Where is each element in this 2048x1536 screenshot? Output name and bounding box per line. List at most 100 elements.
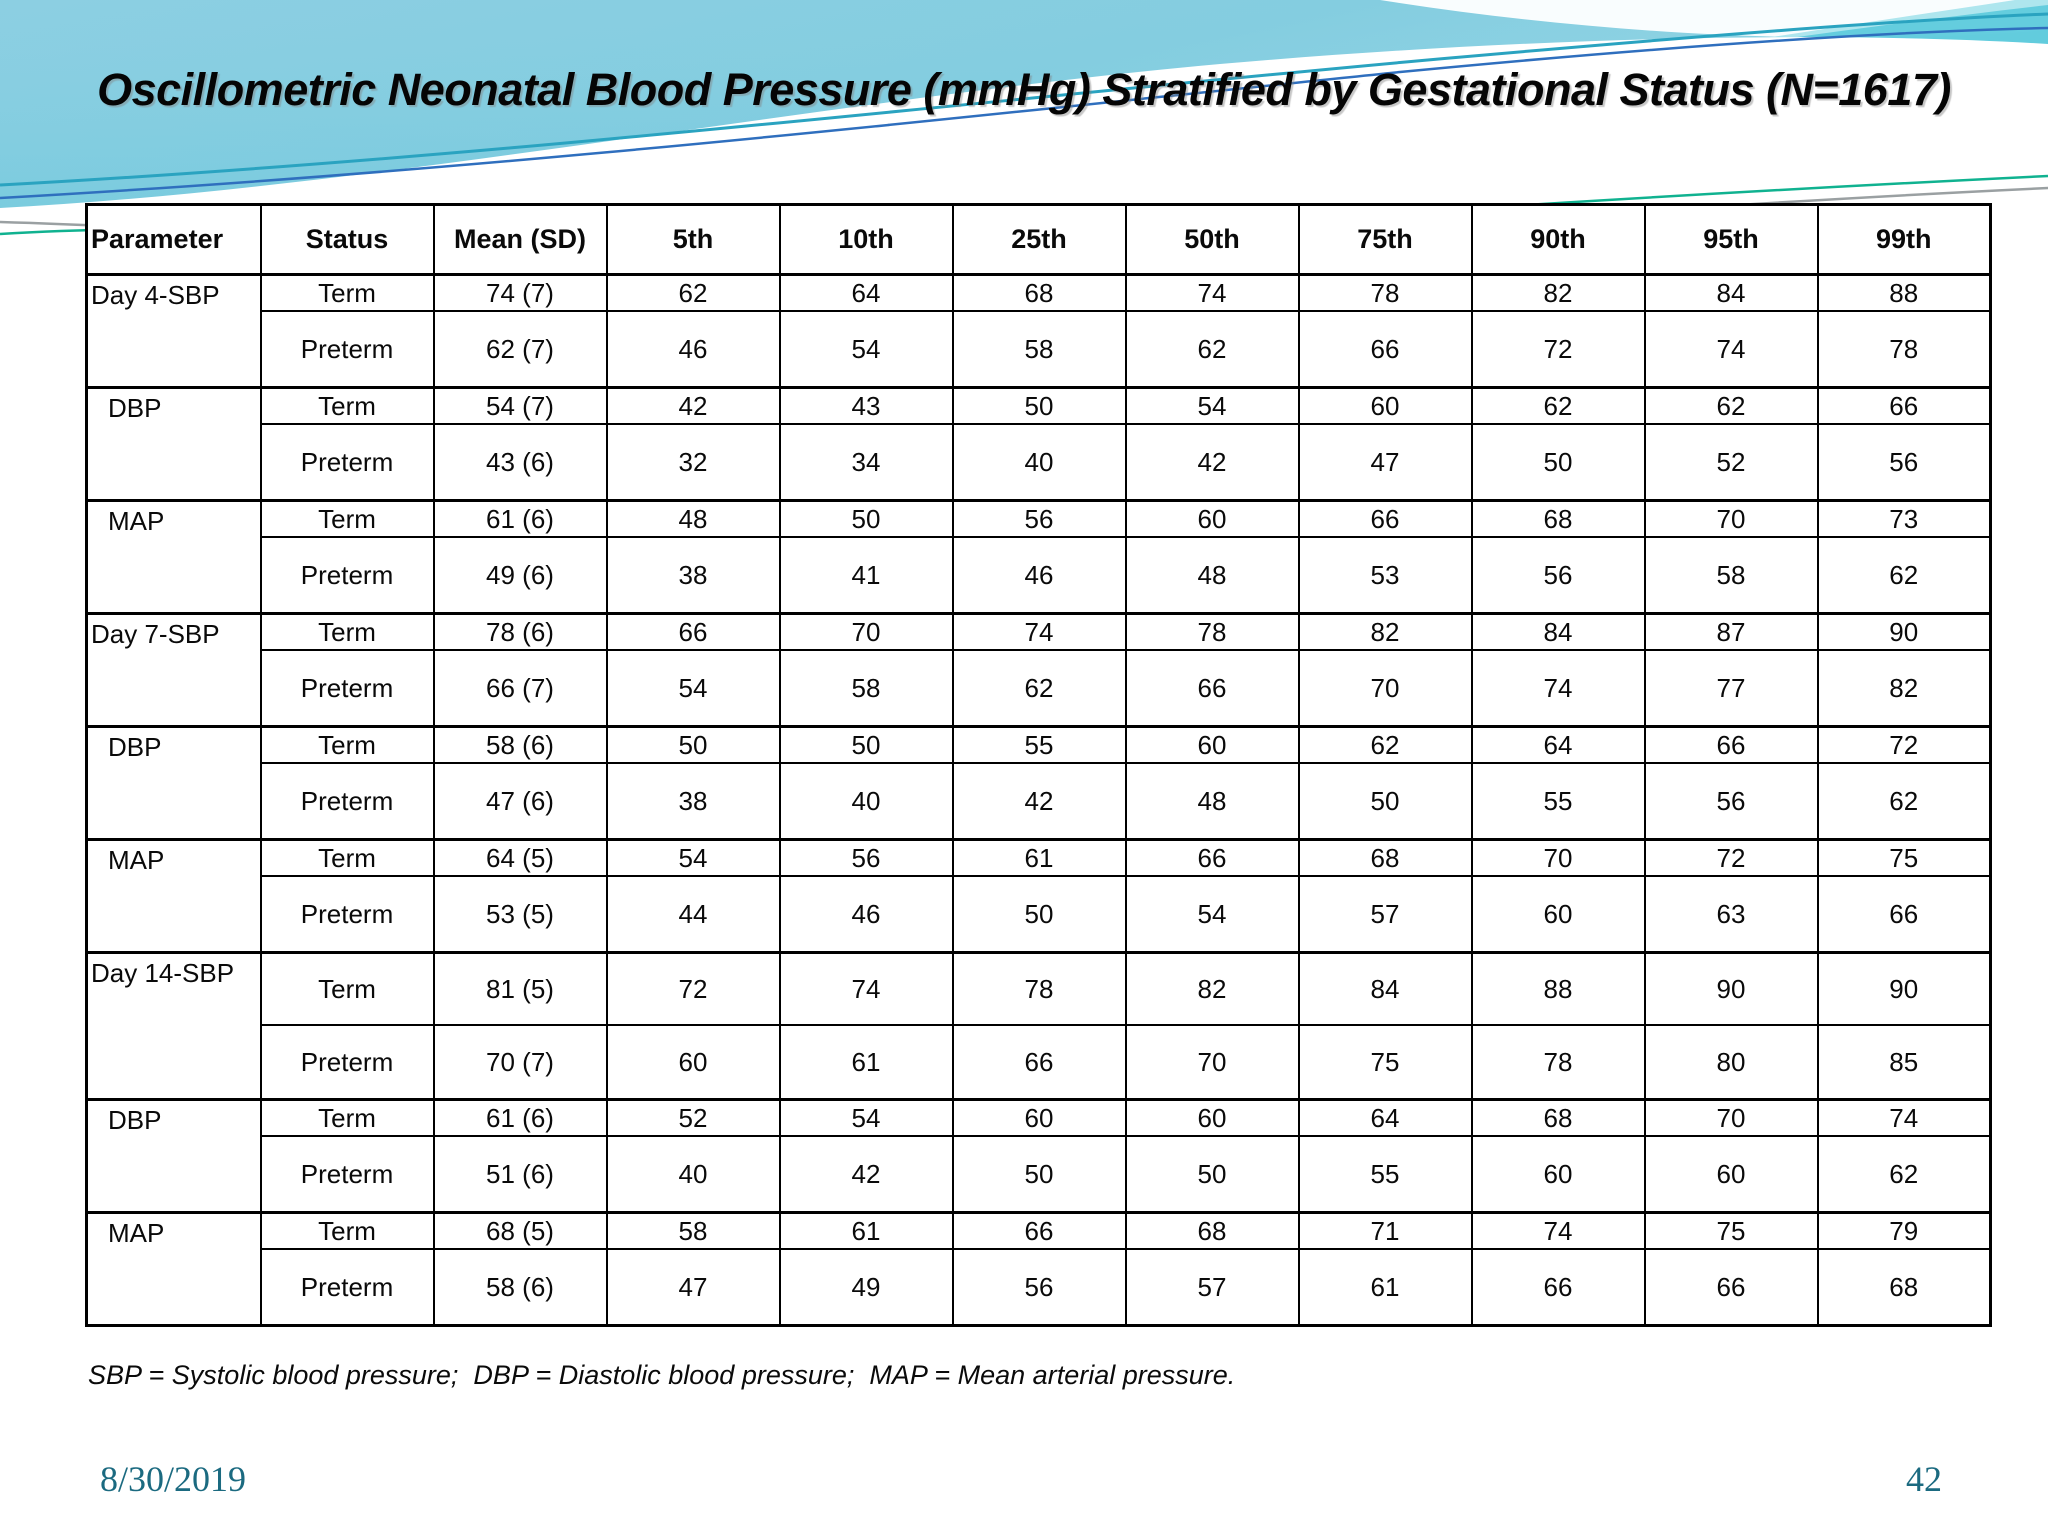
parameter-cell: Day 14-SBP bbox=[85, 951, 262, 1101]
percentile-cell: 87 bbox=[1643, 612, 1819, 651]
header-cell: 25th bbox=[951, 203, 1127, 276]
parameter-cell: MAP bbox=[85, 838, 262, 954]
percentile-cell: 50 bbox=[1470, 423, 1646, 502]
table-row: Preterm 62 (7) 46 54 58 62 66 72 74 78 bbox=[87, 310, 1992, 389]
percentile-cell: 79 bbox=[1816, 1211, 1992, 1250]
percentile-cell: 74 bbox=[778, 951, 954, 1026]
percentile-cell: 62 bbox=[1124, 310, 1300, 389]
percentile-cell: 50 bbox=[605, 725, 781, 764]
parameter-label: Day 7-SBP bbox=[91, 618, 220, 649]
percentile-cell: 90 bbox=[1643, 951, 1819, 1026]
percentile-cell: 49 bbox=[778, 1248, 954, 1327]
percentile-cell: 84 bbox=[1470, 612, 1646, 651]
percentile-cell: 73 bbox=[1816, 499, 1992, 538]
percentile-cell: 64 bbox=[778, 273, 954, 312]
percentile-cell: 70 bbox=[1124, 1024, 1300, 1101]
slide-date: 8/30/2019 bbox=[100, 1459, 247, 1499]
percentile-cell: 62 bbox=[605, 273, 781, 312]
percentile-cell: 74 bbox=[951, 612, 1127, 651]
percentile-cell: 74 bbox=[1816, 1098, 1992, 1137]
percentile-cell: 61 bbox=[951, 838, 1127, 877]
status-cell: Term bbox=[259, 499, 435, 538]
header-cell: 95th bbox=[1643, 203, 1819, 276]
percentile-cell: 62 bbox=[1470, 386, 1646, 425]
mean-sd-cell: 43 (6) bbox=[432, 423, 608, 502]
status-cell: Term bbox=[259, 386, 435, 425]
percentile-cell: 57 bbox=[1124, 1248, 1300, 1327]
percentile-cell: 74 bbox=[1643, 310, 1819, 389]
percentile-cell: 56 bbox=[1643, 762, 1819, 841]
percentile-cell: 70 bbox=[1297, 649, 1473, 728]
percentile-cell: 78 bbox=[1297, 273, 1473, 312]
percentile-cell: 54 bbox=[778, 1098, 954, 1137]
percentile-cell: 88 bbox=[1816, 273, 1992, 312]
percentile-cell: 50 bbox=[1124, 1135, 1300, 1214]
percentile-cell: 55 bbox=[1470, 762, 1646, 841]
percentile-cell: 60 bbox=[1124, 499, 1300, 538]
percentile-cell: 54 bbox=[1124, 386, 1300, 425]
parameter-label: MAP bbox=[108, 505, 165, 536]
percentile-cell: 70 bbox=[1643, 1098, 1819, 1137]
table-row: Day 7-SBP Term 78 (6) 66 70 74 78 82 84 87 90 bbox=[85, 612, 1992, 728]
table-row: MAP Term 64 (5) 54 56 61 66 68 70 72 75 bbox=[85, 838, 1992, 954]
percentile-cell: 55 bbox=[951, 725, 1127, 764]
status-cell: Preterm bbox=[259, 536, 435, 615]
header-cell: 99th bbox=[1816, 203, 1992, 276]
percentile-cell: 62 bbox=[1816, 762, 1992, 841]
header-cell: 50th bbox=[1124, 203, 1300, 276]
percentile-cell: 84 bbox=[1643, 273, 1819, 312]
mean-sd-cell: 74 (7) bbox=[432, 273, 608, 312]
status-cell: Term bbox=[259, 725, 435, 764]
percentile-cell: 66 bbox=[1124, 838, 1300, 877]
percentile-cell: 34 bbox=[778, 423, 954, 502]
percentile-cell: 68 bbox=[951, 273, 1127, 312]
parameter-cell: MAP bbox=[85, 1211, 262, 1327]
percentile-cell: 78 bbox=[1816, 310, 1992, 389]
percentile-cell: 61 bbox=[778, 1024, 954, 1101]
percentile-cell: 46 bbox=[778, 875, 954, 954]
percentile-cell: 82 bbox=[1297, 612, 1473, 651]
parameter-cell: DBP bbox=[85, 725, 262, 841]
percentile-cell: 56 bbox=[1470, 536, 1646, 615]
parameter-cell: DBP bbox=[85, 386, 262, 502]
status-cell: Preterm bbox=[259, 423, 435, 502]
percentile-cell: 72 bbox=[1470, 310, 1646, 389]
table-row: MAP Term 61 (6) 48 50 56 60 66 68 70 73 bbox=[85, 499, 1992, 615]
table-row: Preterm 66 (7) 54 58 62 66 70 74 77 82 bbox=[87, 649, 1992, 728]
percentile-cell: 62 bbox=[1816, 536, 1992, 615]
parameter-label: DBP bbox=[108, 1104, 162, 1135]
percentile-cell: 50 bbox=[778, 499, 954, 538]
percentile-cell: 46 bbox=[605, 310, 781, 389]
percentile-cell: 60 bbox=[605, 1024, 781, 1101]
table-header: Parameter Status Mean (SD) 5th 10th 25th 50th 7… bbox=[85, 203, 1992, 276]
parameter-label: MAP bbox=[108, 1217, 165, 1248]
percentile-cell: 50 bbox=[778, 725, 954, 764]
percentile-cell: 64 bbox=[1297, 1098, 1473, 1137]
percentile-cell: 66 bbox=[1297, 499, 1473, 538]
percentile-cell: 72 bbox=[605, 951, 781, 1026]
page-number: 42 bbox=[1906, 1459, 1942, 1499]
header-cell: Parameter bbox=[85, 203, 262, 276]
percentile-cell: 58 bbox=[1643, 536, 1819, 615]
mean-sd-cell: 78 (6) bbox=[432, 612, 608, 651]
percentile-cell: 82 bbox=[1124, 951, 1300, 1026]
percentile-cell: 60 bbox=[1470, 875, 1646, 954]
mean-sd-cell: 66 (7) bbox=[432, 649, 608, 728]
percentile-cell: 54 bbox=[605, 649, 781, 728]
percentile-cell: 64 bbox=[1470, 725, 1646, 764]
percentile-cell: 58 bbox=[951, 310, 1127, 389]
mean-sd-cell: 64 (5) bbox=[432, 838, 608, 877]
percentile-cell: 56 bbox=[778, 838, 954, 877]
table-row: MAP Term 68 (5) 58 61 66 68 71 74 75 79 bbox=[85, 1211, 1992, 1327]
table-row: DBP Term 58 (6) 50 50 55 60 62 64 66 72 bbox=[85, 725, 1992, 841]
mean-sd-cell: 70 (7) bbox=[432, 1024, 608, 1101]
mean-sd-cell: 81 (5) bbox=[432, 951, 608, 1026]
table-row: DBP Term 61 (6) 52 54 60 60 64 68 70 74 bbox=[85, 1098, 1992, 1214]
percentile-cell: 42 bbox=[605, 386, 781, 425]
mean-sd-cell: 51 (6) bbox=[432, 1135, 608, 1214]
table-row: Preterm 70 (7) 60 61 66 70 75 78 80 85 bbox=[87, 1024, 1992, 1101]
percentile-cell: 71 bbox=[1297, 1211, 1473, 1250]
percentile-cell: 52 bbox=[1643, 423, 1819, 502]
mean-sd-cell: 49 (6) bbox=[432, 536, 608, 615]
percentile-cell: 54 bbox=[778, 310, 954, 389]
